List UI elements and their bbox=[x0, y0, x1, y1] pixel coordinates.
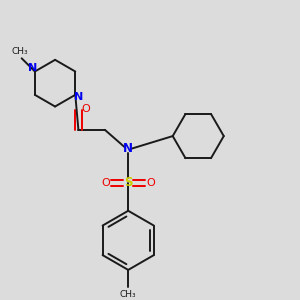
Text: N: N bbox=[123, 142, 133, 155]
Text: CH₃: CH₃ bbox=[120, 290, 136, 298]
Text: CH₃: CH₃ bbox=[12, 47, 28, 56]
Text: N: N bbox=[74, 92, 83, 102]
Text: O: O bbox=[81, 104, 90, 114]
Text: O: O bbox=[146, 178, 155, 188]
Text: S: S bbox=[124, 176, 133, 189]
Text: N: N bbox=[28, 63, 37, 74]
Text: O: O bbox=[101, 178, 110, 188]
